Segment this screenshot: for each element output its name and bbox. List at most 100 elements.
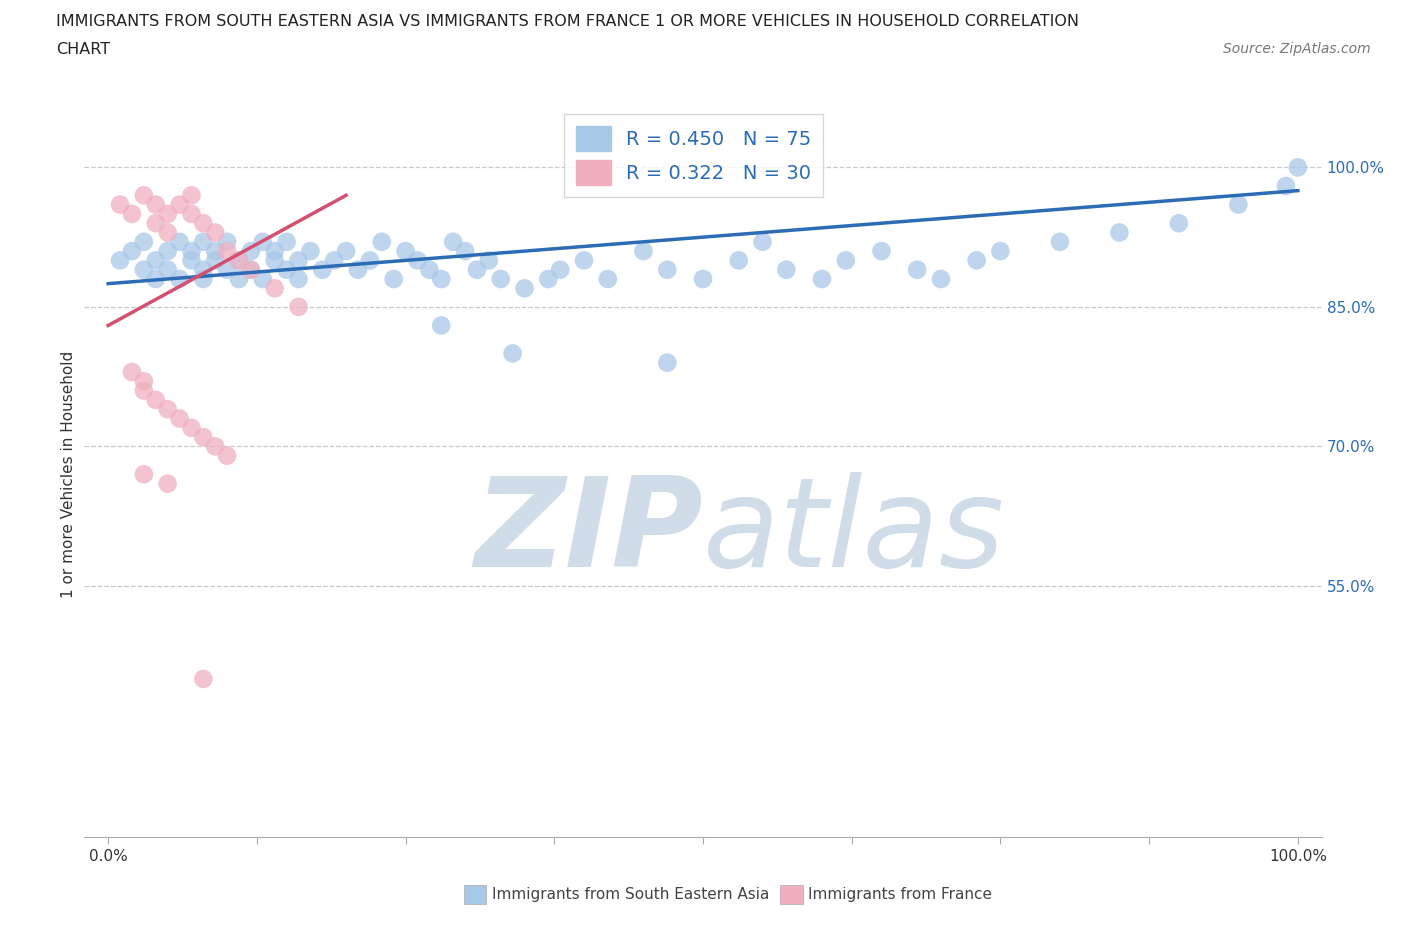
Point	[169, 197, 191, 212]
Point	[657, 262, 679, 277]
Point	[156, 476, 179, 491]
Point	[430, 272, 453, 286]
Point	[204, 253, 226, 268]
Point	[228, 272, 250, 286]
Point	[228, 253, 250, 268]
Point	[1167, 216, 1189, 231]
Point	[441, 234, 464, 249]
Point	[692, 272, 714, 286]
Point	[323, 253, 346, 268]
Point	[239, 262, 262, 277]
Point	[204, 225, 226, 240]
Point	[359, 253, 381, 268]
Text: CHART: CHART	[56, 42, 110, 57]
Point	[263, 244, 285, 259]
Point	[929, 272, 952, 286]
Point	[180, 244, 202, 259]
Point	[430, 318, 453, 333]
Point	[180, 188, 202, 203]
Point	[132, 374, 155, 389]
Text: atlas: atlas	[703, 472, 1005, 592]
Point	[489, 272, 512, 286]
Point	[751, 234, 773, 249]
Point	[121, 206, 143, 221]
Point	[217, 244, 239, 259]
Point	[252, 272, 274, 286]
Point	[276, 262, 298, 277]
Point	[811, 272, 834, 286]
Text: Immigrants from France: Immigrants from France	[808, 887, 993, 902]
Point	[513, 281, 536, 296]
Point	[311, 262, 333, 277]
Point	[121, 244, 143, 259]
Point	[347, 262, 370, 277]
Point	[217, 448, 239, 463]
Point	[145, 392, 167, 407]
Point	[502, 346, 524, 361]
Point	[156, 206, 179, 221]
Point	[132, 383, 155, 398]
Point	[596, 272, 619, 286]
Point	[276, 234, 298, 249]
Point	[870, 244, 893, 259]
Point	[132, 188, 155, 203]
Text: ZIP: ZIP	[474, 472, 703, 592]
Point	[169, 411, 191, 426]
Point	[990, 244, 1012, 259]
Point	[132, 262, 155, 277]
Point	[966, 253, 988, 268]
Legend: R = 0.450   N = 75, R = 0.322   N = 30: R = 0.450 N = 75, R = 0.322 N = 30	[564, 114, 824, 197]
Point	[156, 402, 179, 417]
Point	[287, 299, 309, 314]
Point	[418, 262, 440, 277]
Point	[180, 420, 202, 435]
Point	[1049, 234, 1071, 249]
Point	[193, 671, 215, 686]
Point	[263, 253, 285, 268]
Point	[263, 281, 285, 296]
Point	[217, 262, 239, 277]
Point	[180, 253, 202, 268]
Point	[156, 225, 179, 240]
Y-axis label: 1 or more Vehicles in Household: 1 or more Vehicles in Household	[60, 351, 76, 598]
Point	[727, 253, 749, 268]
Point	[905, 262, 928, 277]
Point	[299, 244, 322, 259]
Point	[145, 253, 167, 268]
Point	[335, 244, 357, 259]
Point	[121, 365, 143, 379]
Point	[835, 253, 858, 268]
Point	[287, 253, 309, 268]
Text: IMMIGRANTS FROM SOUTH EASTERN ASIA VS IMMIGRANTS FROM FRANCE 1 OR MORE VEHICLES : IMMIGRANTS FROM SOUTH EASTERN ASIA VS IM…	[56, 14, 1080, 29]
Point	[228, 253, 250, 268]
Point	[454, 244, 477, 259]
Point	[156, 244, 179, 259]
Point	[145, 216, 167, 231]
Text: Source: ZipAtlas.com: Source: ZipAtlas.com	[1223, 42, 1371, 56]
Point	[193, 216, 215, 231]
Point	[548, 262, 571, 277]
Point	[1108, 225, 1130, 240]
Point	[193, 262, 215, 277]
Point	[239, 244, 262, 259]
Point	[180, 206, 202, 221]
Point	[633, 244, 655, 259]
Point	[204, 244, 226, 259]
Point	[775, 262, 797, 277]
Point	[108, 253, 131, 268]
Point	[1227, 197, 1250, 212]
Point	[108, 197, 131, 212]
Point	[382, 272, 405, 286]
Point	[287, 272, 309, 286]
Point	[169, 234, 191, 249]
Point	[204, 439, 226, 454]
Point	[1286, 160, 1309, 175]
Point	[193, 234, 215, 249]
Point	[252, 234, 274, 249]
Point	[132, 467, 155, 482]
Point	[193, 272, 215, 286]
Point	[1275, 179, 1298, 193]
Point	[478, 253, 501, 268]
Point	[371, 234, 394, 249]
Point	[465, 262, 488, 277]
